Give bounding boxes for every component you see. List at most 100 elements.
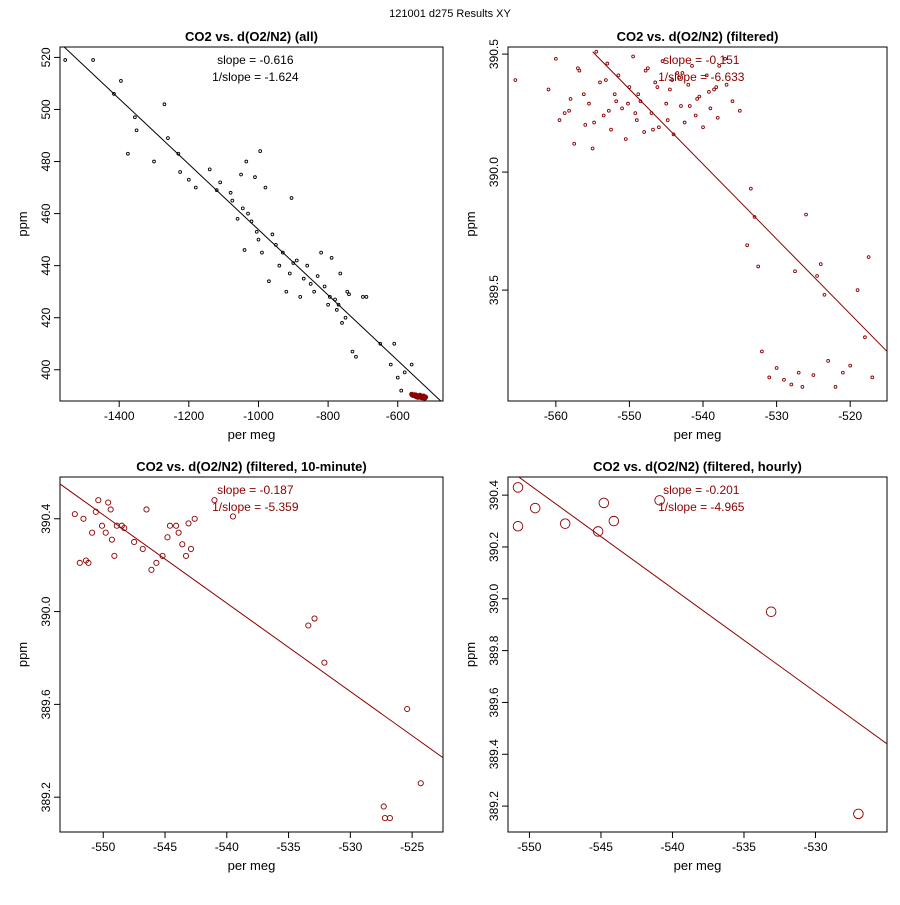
data-point [590, 146, 595, 151]
data-point [322, 284, 327, 289]
data-point [670, 78, 674, 82]
data-point [92, 508, 99, 515]
data-point [280, 250, 285, 255]
data-point [604, 78, 608, 82]
x-tick-label: -535 [732, 840, 756, 854]
data-point [211, 497, 218, 504]
data-point [793, 269, 797, 274]
plot-frame [59, 46, 444, 402]
data-point [305, 263, 310, 268]
data-point [242, 248, 247, 252]
data-point [730, 99, 735, 104]
data-point [244, 159, 249, 164]
data-point [95, 497, 102, 504]
inverse-slope-annotation: 1/slope = -4.965 [658, 500, 745, 514]
y-tick-label: 390.5 [487, 39, 501, 69]
data-point [592, 120, 596, 125]
data-point [267, 279, 271, 284]
panel-co2-vs-o2n2-filtered-10-minute: CO2 vs. d(O2/N2) (filtered, 10-minute) -5… [15, 459, 444, 873]
data-point [119, 78, 123, 83]
data-point [333, 297, 337, 302]
data-point [107, 506, 114, 513]
y-tick-label: 480 [39, 151, 53, 171]
plot-frame [59, 476, 444, 833]
data-point [789, 382, 794, 387]
data-point [855, 288, 860, 292]
data-point [249, 219, 254, 224]
inverse-slope-annotation: 1/slope = -1.624 [212, 70, 299, 84]
y-tick-label: 390.0 [487, 583, 501, 613]
y-tick-label: 389.5 [487, 275, 501, 305]
data-point [260, 250, 264, 255]
x-tick-label: -1200 [173, 409, 204, 423]
data-point [63, 58, 68, 62]
data-point [598, 497, 610, 509]
y-axis-label: ppm [463, 642, 478, 667]
y-tick-label: 400 [39, 359, 53, 379]
data-point [246, 211, 250, 216]
data-point [724, 82, 729, 87]
data-point [298, 295, 303, 299]
data-point [343, 315, 348, 320]
data-point [388, 362, 393, 367]
x-tick-label: -520 [838, 409, 862, 423]
data-point [139, 545, 146, 552]
data-point [601, 113, 606, 118]
data-point [701, 125, 705, 130]
data-point [651, 127, 655, 132]
data-point [572, 141, 577, 146]
data-point [319, 250, 323, 255]
data-point [395, 375, 400, 380]
data-point [214, 188, 219, 193]
data-point [592, 526, 604, 537]
data-point [340, 321, 344, 325]
data-point [152, 159, 156, 164]
data-point [723, 56, 727, 61]
x-tick-label: -525 [400, 840, 424, 854]
y-tick-label: 520 [39, 47, 53, 67]
data-point [679, 104, 683, 108]
data-point [620, 106, 624, 111]
data-point [182, 552, 190, 559]
data-point [612, 92, 617, 97]
data-point [326, 302, 330, 307]
data-point [677, 75, 682, 80]
data-point [91, 58, 95, 62]
x-tick-label: -1000 [243, 409, 274, 423]
data-point [562, 111, 567, 115]
data-point [179, 541, 186, 548]
data-point [557, 118, 562, 123]
data-point [512, 520, 524, 532]
data-point [559, 518, 571, 529]
data-point [680, 71, 685, 75]
data-point [361, 295, 365, 299]
data-point [308, 282, 313, 286]
slope-annotation: slope = -0.187 [217, 483, 294, 497]
data-point [153, 559, 160, 566]
data-point [707, 89, 711, 94]
data-point [675, 71, 680, 75]
x-tick-label: -540 [660, 840, 684, 854]
data-point [697, 94, 702, 99]
data-point [291, 261, 296, 265]
x-tick-label: -545 [153, 840, 177, 854]
data-point [690, 64, 694, 68]
data-point [178, 170, 182, 174]
y-tick-label: 460 [39, 203, 53, 223]
data-point [671, 132, 676, 137]
data-point [338, 271, 343, 276]
data-point [767, 375, 772, 380]
data-point [133, 115, 137, 120]
data-point [102, 529, 109, 536]
y-tick-label: 390.4 [487, 480, 501, 510]
x-axis-label: per meg [674, 858, 722, 873]
data-point [274, 242, 278, 247]
data-point [162, 102, 167, 107]
chart-title: CO2 vs. d(O2/N2) (filtered) [617, 29, 779, 44]
y-tick-label: 420 [39, 307, 53, 327]
data-point [633, 111, 638, 115]
data-point [717, 64, 722, 68]
data-point [800, 384, 805, 389]
data-point [76, 559, 83, 566]
